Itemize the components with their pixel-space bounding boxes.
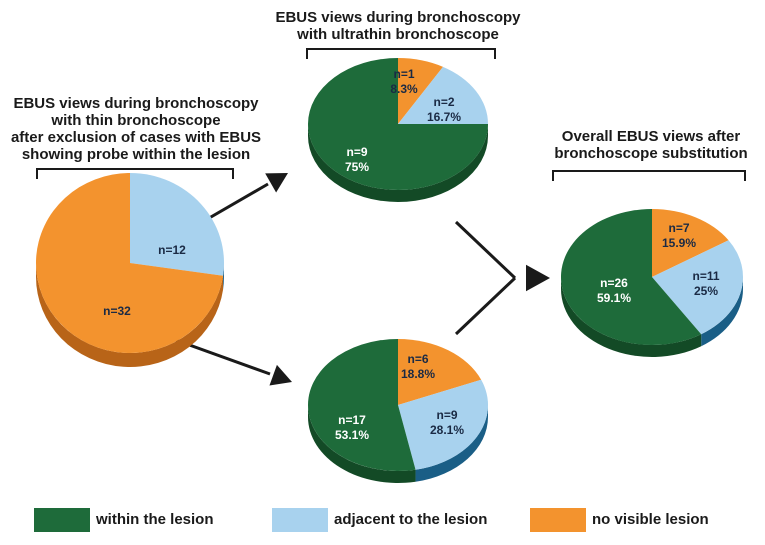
pie-second-label-within: n=17 53.1%: [335, 413, 369, 442]
pie-second-label-adjacent: n=9 28.1%: [430, 408, 464, 437]
legend-label-adjacent: adjacent to the lesion: [334, 511, 488, 528]
pie-overall-label-novisible: n=7 15.9%: [662, 221, 696, 250]
pie-second-rim-adjacent: [415, 405, 488, 482]
pie-second-slice-within: [308, 339, 416, 471]
pie-thin-rim-adjacent: [223, 263, 224, 290]
pie-group: n=12 n=32 n=1 8.3% n=2 16.7% n=9 75% n=6 18.8% n=9…: [35, 58, 743, 484]
pie-overall-label-within: n=26 59.1%: [597, 276, 631, 305]
pie-ultrathin-slice-adjacent: [398, 66, 488, 124]
title-overall-line-2: bronchoscope substitution: [554, 145, 748, 162]
title-ultrathin: EBUS views during bronchoscopy with ultr…: [268, 9, 528, 43]
arrow-merge-top: [454, 220, 517, 280]
legend-swatch-adjacent: [272, 508, 328, 532]
arrow-thin-to-ultrathin-head: [265, 173, 288, 193]
pie-second-rim-within: [308, 405, 416, 484]
pie-overall-rim-within: [561, 277, 702, 357]
pie-second-slice-adjacent: [398, 379, 489, 470]
legend-label-within: within the lesion: [96, 511, 214, 528]
pie-overall-label-adjacent: n=11 25%: [692, 269, 719, 298]
pie-thin-slice-adjacent: [130, 173, 224, 276]
bracket-thin: [36, 168, 234, 179]
pie-thin-rim-novisible: [35, 263, 224, 368]
pie-ultrathin-label-adjacent: n=2 16.7%: [427, 95, 461, 124]
pie-overall-slice-novisible: [652, 209, 729, 277]
legend-label-novisible: no visible lesion: [592, 511, 709, 528]
pie-second-slice-novisible: [398, 339, 482, 405]
title-overall: Overall EBUS views after bronchoscope su…: [536, 128, 765, 162]
pie-overall-slice-within: [561, 209, 702, 345]
pie-overall-slice-adjacent: [652, 240, 743, 335]
title-thin-line-2: with thin bronchoscope: [51, 112, 221, 129]
pie-ultrathin-label-novisible: n=1 8.3%: [390, 67, 418, 96]
pie-ultrathin-slice-novisible: [398, 58, 443, 124]
bracket-ultrathin: [306, 48, 496, 59]
legend-swatch-within: [34, 508, 90, 532]
title-thin-line-3: after exclusion of cases with EBUS: [10, 129, 262, 146]
pie-thin-label-adjacent: n=12: [158, 243, 186, 257]
pie-second: n=6 18.8% n=9 28.1% n=17 53.1%: [308, 339, 489, 484]
bracket-overall: [552, 170, 746, 181]
pie-thin-label-novisible: n=32: [103, 304, 131, 318]
arrow-thin-to-second-head: [269, 364, 292, 386]
arrow-merge-bottom: [454, 276, 517, 336]
title-thin-line-4: showing probe within the lesion: [21, 146, 251, 163]
pie-ultrathin-slice-within: [308, 58, 488, 190]
pie-ultrathin-rim-within: [308, 124, 488, 202]
pie-overall-rim-adjacent: [701, 277, 743, 347]
title-ultrathin-line-1: EBUS views during bronchoscopy: [275, 9, 521, 26]
title-thin: EBUS views during bronchoscopy with thin…: [4, 95, 268, 163]
pie-ultrathin: n=1 8.3% n=2 16.7% n=9 75%: [308, 58, 488, 202]
pie-second-label-novisible: n=6 18.8%: [401, 352, 435, 381]
title-thin-line-1: EBUS views during bronchoscopy: [13, 95, 259, 112]
legend-swatch-novisible: [530, 508, 586, 532]
pie-overall: n=7 15.9% n=11 25% n=26 59.1%: [561, 209, 743, 357]
title-overall-line-1: Overall EBUS views after: [561, 128, 741, 145]
arrow-merge-head: [526, 264, 550, 292]
pie-thin: n=12 n=32: [35, 173, 224, 368]
pie-ultrathin-label-within: n=9 75%: [345, 145, 369, 174]
pie-thin-slice-novisible: [35, 173, 224, 354]
title-ultrathin-line-2: with ultrathin bronchoscope: [297, 26, 499, 43]
